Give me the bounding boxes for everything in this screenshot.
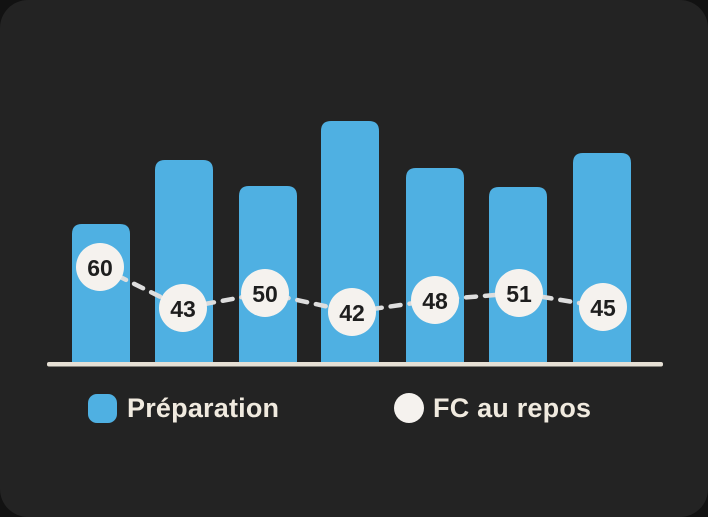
fc-point-badge: 51 [495, 269, 543, 317]
fc-point-badge: 60 [76, 243, 124, 291]
fc-point-badge: 50 [241, 269, 289, 317]
fc-point-circle [328, 288, 376, 336]
fc-au-repos-swatch-icon [394, 393, 424, 423]
fc-point-value: 51 [506, 281, 532, 307]
fc-point-circle [76, 243, 124, 291]
legend-label-fc-au-repos: FC au repos [433, 392, 592, 423]
legend-item-fc-au-repos: FC au repos [394, 393, 591, 423]
fc-point-circle [411, 276, 459, 324]
fc-point-value: 60 [87, 255, 113, 281]
fc-point-value: 45 [590, 295, 616, 321]
fc-point-badge: 48 [411, 276, 459, 324]
fc-point-value: 48 [422, 288, 448, 314]
preparation-bar [406, 168, 464, 362]
fc-point-value: 43 [170, 296, 196, 322]
fc-point-badge: 43 [159, 284, 207, 332]
fc-point-value: 42 [339, 300, 365, 326]
fc-point-circle [241, 269, 289, 317]
preparation-swatch-icon [88, 393, 117, 423]
fc-point-circle [579, 283, 627, 331]
fc-point-circle [159, 284, 207, 332]
fc-point-badge: 45 [579, 283, 627, 331]
legend-item-preparation: Préparation [88, 393, 279, 423]
fc-point-badge: 42 [328, 288, 376, 336]
fc-point-circle [495, 269, 543, 317]
x-axis-line [47, 362, 663, 367]
legend-label-preparation: Préparation [127, 392, 280, 423]
fc-point-value: 50 [252, 281, 278, 307]
